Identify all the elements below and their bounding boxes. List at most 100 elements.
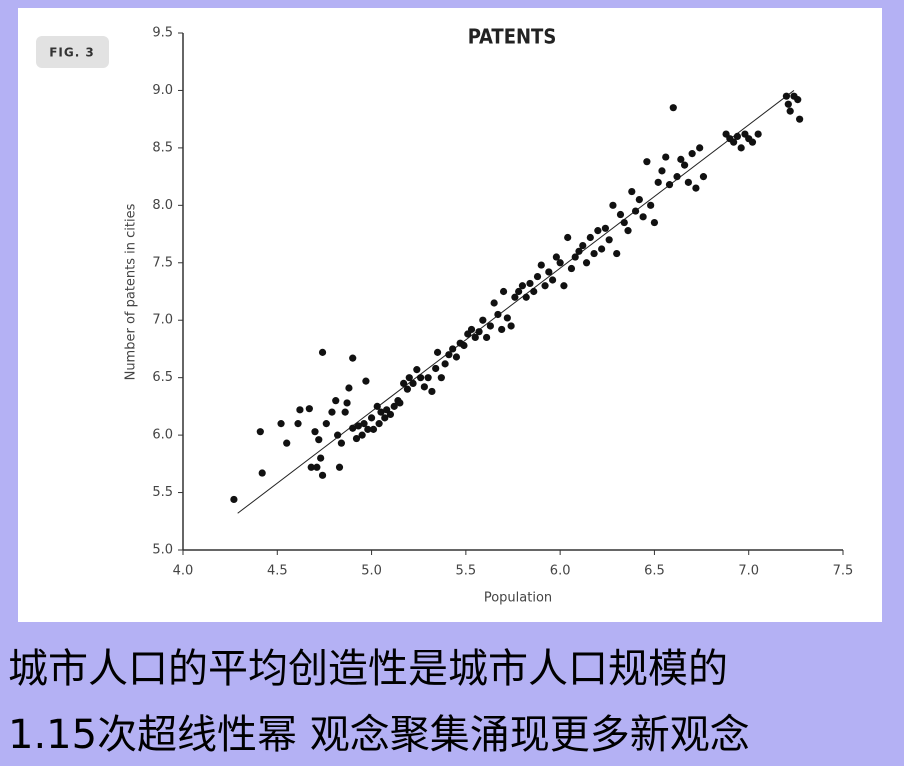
point <box>322 420 330 428</box>
x-tick-label: 7.5 <box>833 564 854 579</box>
x-tick-label: 5.5 <box>456 564 477 579</box>
point <box>396 399 404 407</box>
point <box>413 366 421 374</box>
point <box>560 282 568 290</box>
point <box>373 402 381 410</box>
point <box>467 325 476 334</box>
y-tick-label: 5.5 <box>152 485 173 500</box>
x-tick-label: 7.0 <box>738 564 759 579</box>
point <box>605 236 613 244</box>
point <box>369 425 378 433</box>
point <box>296 406 304 414</box>
point <box>665 181 674 189</box>
point <box>420 383 428 391</box>
point <box>313 463 321 471</box>
x-tick-label: 6.5 <box>644 564 665 579</box>
point <box>360 420 368 428</box>
point <box>471 333 479 342</box>
point <box>345 384 353 392</box>
point <box>258 469 266 477</box>
point <box>541 282 549 290</box>
point <box>733 132 742 140</box>
point <box>613 249 621 258</box>
point <box>486 322 494 330</box>
point <box>337 439 345 447</box>
point <box>737 144 745 152</box>
point <box>669 104 677 112</box>
point <box>460 341 468 350</box>
point <box>318 348 327 356</box>
y-tick-label: 6.5 <box>152 370 173 385</box>
point <box>341 408 349 416</box>
point <box>647 201 655 209</box>
point <box>635 195 643 204</box>
point <box>571 253 579 261</box>
point <box>662 153 670 161</box>
point <box>601 224 610 232</box>
point <box>786 107 794 115</box>
point <box>530 287 538 296</box>
point <box>424 374 432 382</box>
point <box>335 463 344 471</box>
point <box>598 245 606 253</box>
point <box>349 424 357 432</box>
point <box>358 431 366 439</box>
point <box>354 422 362 430</box>
point <box>696 144 704 152</box>
point <box>754 130 762 138</box>
point <box>575 247 583 255</box>
point <box>349 354 357 362</box>
point <box>441 360 449 368</box>
point <box>343 399 351 407</box>
figure-panel <box>18 8 882 622</box>
point <box>483 333 491 342</box>
point <box>556 259 564 267</box>
y-tick-label: 6.0 <box>152 428 173 443</box>
point <box>315 436 323 444</box>
point <box>699 173 708 181</box>
point <box>494 310 502 319</box>
point <box>311 428 319 436</box>
point <box>403 385 411 393</box>
point <box>449 345 457 353</box>
y-tick-label: 7.5 <box>152 255 173 270</box>
point <box>479 316 487 324</box>
point <box>445 351 453 359</box>
point <box>437 374 445 382</box>
point <box>507 322 515 330</box>
point <box>620 218 628 227</box>
point <box>782 92 791 100</box>
point <box>490 299 498 307</box>
point <box>332 397 340 405</box>
point <box>609 201 617 209</box>
point <box>794 96 802 104</box>
point <box>522 293 530 301</box>
point <box>681 161 689 169</box>
point <box>375 420 383 428</box>
point <box>352 434 361 443</box>
point <box>552 253 560 261</box>
point <box>594 227 602 235</box>
point <box>545 268 553 276</box>
point <box>511 293 519 301</box>
point <box>518 282 527 290</box>
point <box>277 420 285 428</box>
point <box>428 387 436 396</box>
point <box>503 314 511 322</box>
y-tick-label: 8.0 <box>152 198 173 213</box>
point <box>616 210 625 219</box>
point <box>688 150 696 158</box>
point <box>328 408 336 416</box>
point <box>658 167 666 175</box>
point <box>367 414 376 422</box>
point <box>283 439 291 447</box>
y-axis-label: Number of patents in cities <box>124 203 139 380</box>
point <box>533 272 542 281</box>
point <box>624 227 632 235</box>
point <box>643 158 651 166</box>
point <box>673 173 681 181</box>
point <box>684 178 692 186</box>
point <box>317 454 325 462</box>
point <box>526 279 534 288</box>
